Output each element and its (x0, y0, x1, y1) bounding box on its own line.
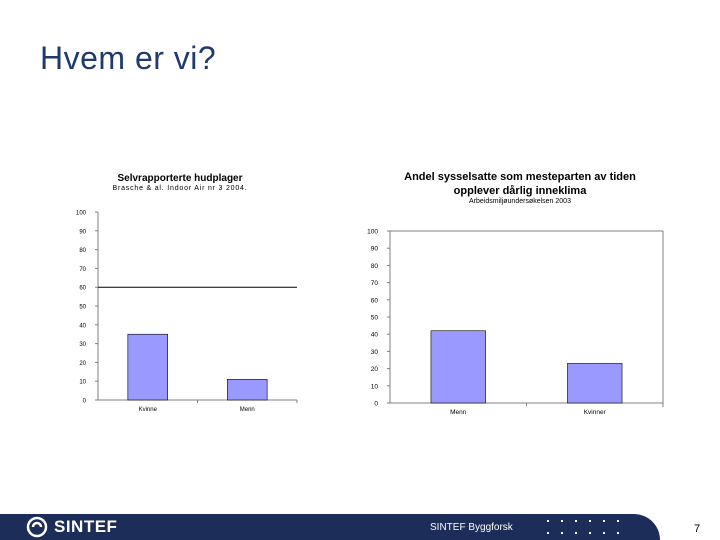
sintef-logo: SINTEF (26, 516, 117, 538)
bar-kvinne (127, 333, 168, 401)
bar-menn (430, 330, 486, 404)
y-tick-label: 0 (374, 401, 378, 408)
y-tick-label: 10 (79, 380, 86, 386)
y-tick-label: 30 (79, 342, 86, 348)
y-tick-label: 60 (371, 297, 379, 304)
y-tick-label: 90 (79, 229, 86, 235)
y-tick-label: 80 (79, 248, 86, 254)
y-tick-label: 80 (371, 263, 379, 270)
y-tick-label: 100 (76, 211, 87, 217)
x-tick-label: Kvinner (584, 409, 607, 416)
chart-hudplager: Selvrapporterte hudplager Brasche & al. … (60, 165, 310, 425)
bar-kvinner (567, 363, 623, 404)
y-tick-label: 100 (367, 229, 378, 236)
y-tick-label: 50 (371, 315, 379, 322)
y-tick-label: 40 (79, 323, 86, 329)
y-tick-label: 20 (371, 366, 379, 373)
chart-title: Selvrapporterte hudplager (117, 173, 243, 184)
y-tick-label: 70 (79, 267, 86, 273)
bar-menn (227, 379, 268, 401)
chart-title-line-1: Andel sysselsatte som mesteparten av tid… (404, 171, 636, 183)
chart-title-line-2: opplever dårlig inneklima (453, 185, 587, 197)
y-tick-label: 30 (371, 349, 379, 356)
y-tick-label: 50 (79, 305, 86, 311)
y-tick-label: 70 (371, 280, 379, 287)
footer: SINTEF SINTEF Byggforsk 7 (0, 511, 720, 540)
y-tick-label: 60 (79, 286, 86, 292)
organization-name: SINTEF Byggforsk (430, 522, 513, 533)
y-tick-label: 40 (371, 332, 379, 339)
x-tick-label: Menn (240, 407, 255, 413)
chart-subtitle: Arbeidsmiljøundersøkelsen 2003 (469, 198, 571, 205)
x-tick-label: Menn (450, 409, 467, 416)
logo-text: SINTEF (54, 517, 118, 536)
chart-inneklima: Andel sysselsatte som mesteparten av tid… (350, 165, 680, 430)
y-tick-label: 0 (83, 399, 87, 405)
slide-title: Hvem er vi? (40, 40, 217, 76)
chart-1-plot: 0 10 20 30 40 50 60 70 80 90 100 Kvinne Menn (76, 211, 298, 413)
x-tick-label: Kvinne (139, 407, 158, 413)
footer-bar (0, 514, 660, 540)
y-tick-label: 90 (371, 246, 379, 253)
y-tick-label: 20 (79, 361, 86, 367)
dot-pattern-icon (547, 520, 619, 534)
chart-subtitle: Brasche & al. Indoor Air nr 3 2004. (112, 185, 248, 192)
y-tick-label: 10 (371, 383, 379, 390)
page-number: 7 (694, 523, 701, 535)
sintef-logo-icon (26, 516, 48, 538)
chart-2-plot: 0 10 20 30 40 50 60 70 80 90 100 Menn Kvinner (367, 229, 664, 416)
